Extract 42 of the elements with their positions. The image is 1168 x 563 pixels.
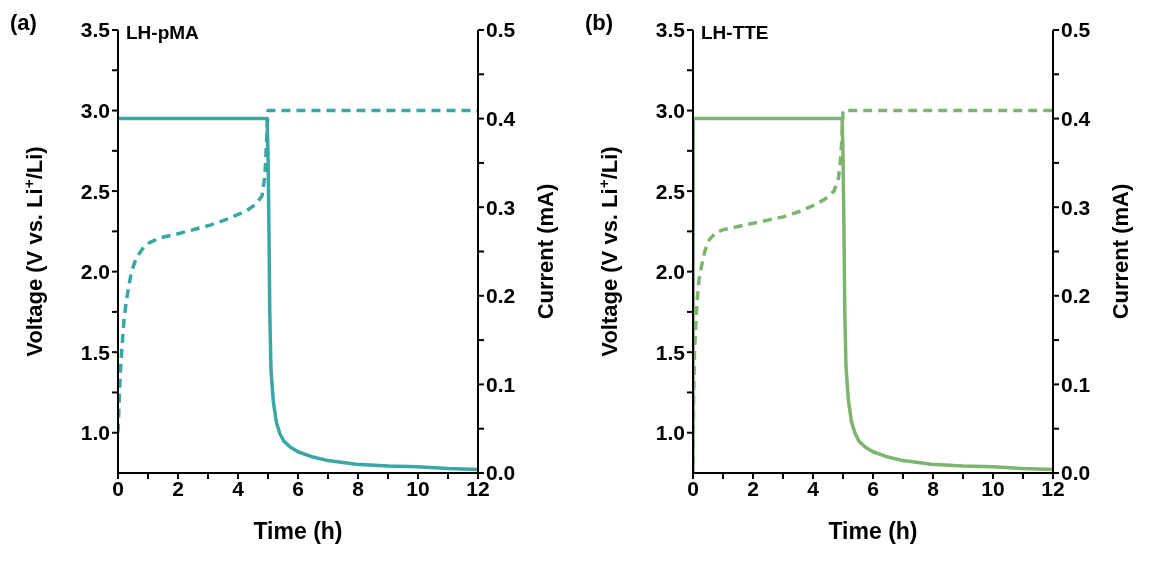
y2-tick-label: 0.5 [486,18,516,42]
y2-tick-label: 0.2 [486,284,516,308]
x-tick-label: 4 [807,476,820,500]
y-tick-label: 3.0 [80,99,110,122]
y-tick-label: 3.5 [80,18,111,42]
x-tick-label: 6 [867,476,879,500]
x-tick-label: 2 [172,476,184,500]
x-axis-title: Time (h) [828,518,918,544]
y2-tick-label: 0.1 [486,372,516,396]
y2-tick-label: 0.3 [1061,195,1091,219]
y-tick-label: 1.0 [80,421,110,445]
y-tick-label: 2.0 [655,260,685,284]
y-tick-label: 1.0 [655,421,685,445]
y2-tick-label: 0.2 [1061,284,1091,308]
x-tick-label: 2 [747,476,759,500]
y2-tick-label: 0.1 [1061,372,1091,396]
y-tick-label: 3.0 [655,99,685,122]
y-tick-label: 1.5 [655,340,686,364]
y-tick-label: 2.0 [80,260,110,284]
x-axis-title: Time (h) [253,518,343,544]
y-tick-label: 3.5 [655,18,686,42]
y2-tick-label: 0.5 [1061,18,1091,42]
x-tick-label: 0 [687,476,699,500]
y2-tick-label: 0.3 [486,195,516,219]
annotation: LH-TTE [701,22,769,44]
y2-axis-title: Current (mA) [533,183,558,320]
x-tick-label: 10 [406,476,430,500]
y-tick-label: 2.5 [80,179,111,203]
y-tick-label: 2.5 [655,179,686,203]
chart-title: (a) [10,10,37,36]
x-tick-label: 8 [927,476,940,500]
y2-tick-label: 0.4 [486,107,516,131]
x-tick-label: 8 [352,476,365,500]
chart-title: (b) [585,10,614,36]
x-tick-label: 0 [112,476,124,500]
x-tick-label: 4 [232,476,245,500]
y2-axis-title: Current (mA) [1108,183,1133,320]
y2-tick-label: 0.4 [1061,107,1091,131]
annotation: LH-pMA [126,22,199,44]
x-tick-label: 6 [292,476,304,500]
x-tick-label: 10 [981,476,1005,500]
y-tick-label: 1.5 [80,340,111,364]
